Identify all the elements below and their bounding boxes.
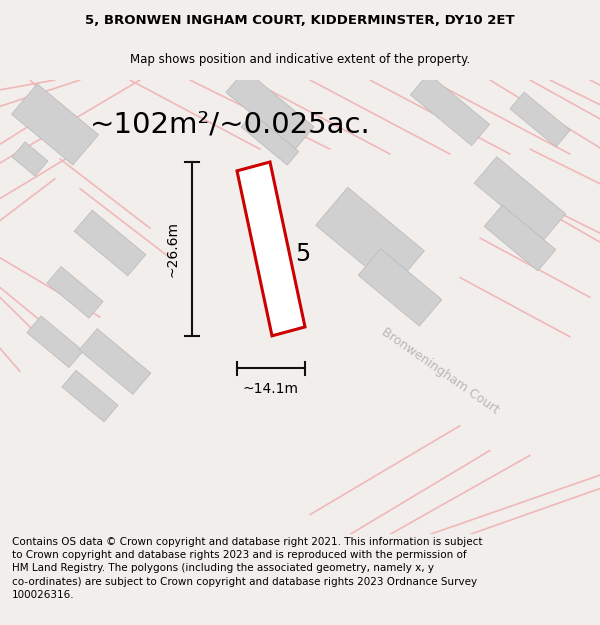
Polygon shape <box>74 210 146 276</box>
Polygon shape <box>27 316 83 368</box>
Text: ~14.1m: ~14.1m <box>243 382 299 396</box>
Polygon shape <box>47 267 103 318</box>
Text: ~26.6m: ~26.6m <box>166 221 180 277</box>
Polygon shape <box>484 205 556 271</box>
Polygon shape <box>11 84 98 165</box>
Text: 5: 5 <box>295 242 311 266</box>
Polygon shape <box>316 188 424 289</box>
Text: Map shows position and indicative extent of the property.: Map shows position and indicative extent… <box>130 54 470 66</box>
Polygon shape <box>237 162 305 336</box>
Polygon shape <box>241 113 299 165</box>
Polygon shape <box>62 370 118 422</box>
Polygon shape <box>79 329 151 394</box>
Text: 5, BRONWEN INGHAM COURT, KIDDERMINSTER, DY10 2ET: 5, BRONWEN INGHAM COURT, KIDDERMINSTER, … <box>85 14 515 26</box>
Text: Contains OS data © Crown copyright and database right 2021. This information is : Contains OS data © Crown copyright and d… <box>12 537 482 600</box>
Polygon shape <box>12 142 48 176</box>
Text: Bronweningham Court: Bronweningham Court <box>379 326 501 417</box>
Polygon shape <box>358 249 442 326</box>
Polygon shape <box>410 74 490 146</box>
Polygon shape <box>226 70 314 149</box>
Polygon shape <box>474 157 566 241</box>
Polygon shape <box>510 92 570 147</box>
Text: ~102m²/~0.025ac.: ~102m²/~0.025ac. <box>89 111 370 139</box>
